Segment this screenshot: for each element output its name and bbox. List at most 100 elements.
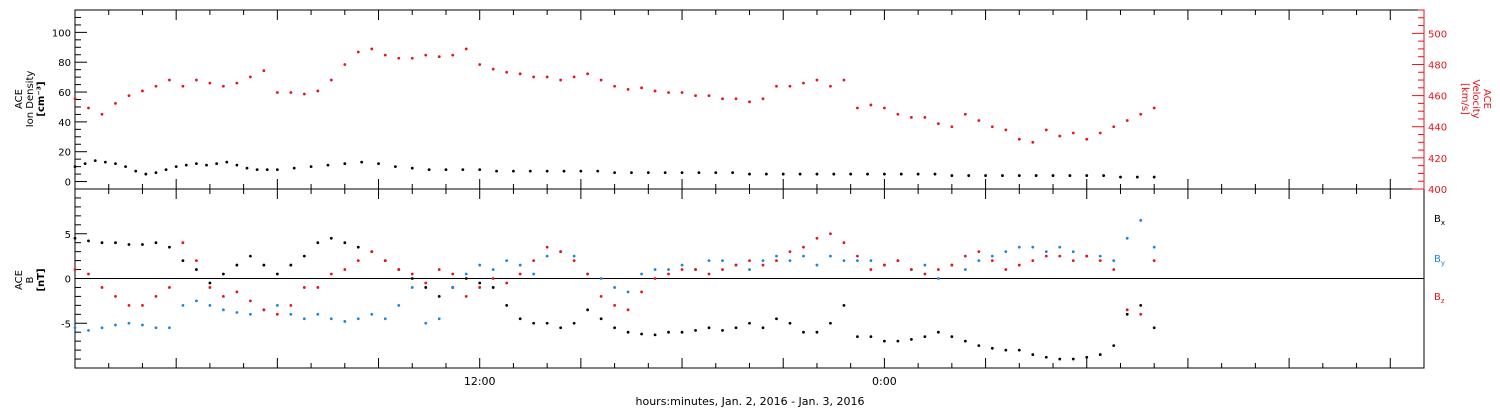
- velocity-point: [1098, 131, 1102, 135]
- density-point: [764, 172, 768, 176]
- Bz-point: [1058, 254, 1062, 258]
- By-point: [1044, 250, 1048, 254]
- velocity-point: [248, 75, 252, 79]
- By-point: [478, 263, 482, 267]
- Bz-point: [545, 245, 549, 249]
- velocity-point: [1071, 131, 1075, 135]
- Bz-point: [1098, 259, 1102, 262]
- Bz-point: [815, 236, 819, 240]
- density-point: [646, 171, 650, 174]
- Bz-point: [775, 259, 778, 262]
- Bz-point: [936, 268, 940, 271]
- legend-label: B: [1434, 254, 1441, 265]
- Bz-point: [370, 250, 374, 254]
- velocity-point: [923, 116, 927, 119]
- y-right-tick-label: 440: [1428, 123, 1447, 134]
- velocity-point: [869, 103, 873, 107]
- By-point: [1004, 250, 1008, 254]
- velocity-point: [410, 56, 414, 60]
- Bz-point: [397, 268, 401, 271]
- Bx-point: [100, 241, 104, 245]
- Bz-point: [262, 308, 266, 312]
- density-point: [950, 174, 954, 177]
- panel-top-frame: [74, 9, 1425, 190]
- velocity-point: [343, 63, 347, 66]
- By-point: [437, 317, 441, 321]
- Bx-point: [532, 321, 536, 325]
- velocity-point: [141, 89, 144, 93]
- velocity-point: [383, 53, 387, 57]
- density-point: [1085, 174, 1089, 177]
- By-point: [545, 254, 549, 258]
- By-point: [802, 254, 805, 258]
- density-point: [1102, 174, 1106, 177]
- By-point: [1071, 250, 1075, 254]
- density-point: [849, 172, 853, 176]
- velocity-point: [545, 75, 549, 79]
- By-point: [775, 254, 778, 258]
- By-point: [1125, 236, 1129, 240]
- density-point: [967, 174, 971, 177]
- velocity-point: [397, 56, 401, 60]
- Bz-point: [127, 303, 131, 307]
- Bx-point: [505, 303, 509, 307]
- y-b-label-line1: ACE: [14, 270, 25, 290]
- velocity-point: [302, 92, 306, 96]
- velocity-point: [532, 75, 536, 79]
- Bz-point: [235, 290, 239, 294]
- density-point: [697, 171, 701, 174]
- velocity-point: [505, 70, 509, 74]
- By-point: [87, 329, 90, 332]
- Bz-point: [478, 286, 482, 289]
- density-point: [613, 171, 616, 174]
- By-point: [235, 311, 239, 314]
- By-point: [626, 290, 630, 294]
- legend-label: B: [1434, 292, 1441, 303]
- velocity-point: [464, 47, 468, 51]
- velocity-point: [114, 101, 117, 105]
- velocity-point: [694, 94, 697, 98]
- Bx-point: [923, 335, 927, 339]
- By-point: [761, 259, 765, 262]
- Bz-point: [883, 263, 886, 267]
- y-b-tick-label: 5: [65, 230, 71, 241]
- Bx-point: [909, 337, 913, 341]
- By-point: [141, 323, 144, 327]
- By-point: [936, 277, 940, 280]
- By-point: [383, 317, 387, 321]
- y-left-label-line3: [cm⁻³]: [36, 81, 47, 116]
- By-point: [73, 326, 77, 330]
- By-point: [518, 263, 522, 267]
- Bz-point: [694, 268, 697, 271]
- legend-subscript: x: [1441, 219, 1445, 227]
- velocity-point: [73, 97, 77, 101]
- velocity-point: [1058, 134, 1062, 138]
- By-point: [343, 320, 347, 323]
- Bz-point: [990, 259, 994, 262]
- Bx-point: [734, 326, 738, 330]
- density-point: [427, 168, 431, 172]
- velocity-point: [748, 100, 751, 104]
- density-point: [781, 172, 785, 176]
- density-point: [1068, 174, 1072, 177]
- By-point: [248, 312, 252, 316]
- velocity-point: [977, 119, 981, 122]
- By-point: [397, 303, 401, 307]
- velocity-point: [909, 116, 913, 119]
- density-point: [933, 172, 937, 176]
- Bz-point: [248, 299, 252, 303]
- y-right-label-line1: ACE: [1481, 89, 1492, 109]
- Bx-point: [667, 330, 670, 334]
- Bz-point: [599, 295, 603, 298]
- Bz-point: [532, 259, 536, 262]
- velocity-point: [559, 78, 563, 82]
- y-left-label-group: ACE Ion Density [cm⁻³]: [14, 71, 47, 128]
- Bx-point: [748, 321, 751, 325]
- Bx-point: [802, 330, 805, 334]
- density-point: [164, 168, 168, 172]
- By-point: [114, 323, 117, 327]
- By-point: [356, 317, 360, 321]
- Bz-point: [1071, 259, 1075, 262]
- velocity-point: [829, 84, 832, 88]
- velocity-point: [1125, 119, 1129, 122]
